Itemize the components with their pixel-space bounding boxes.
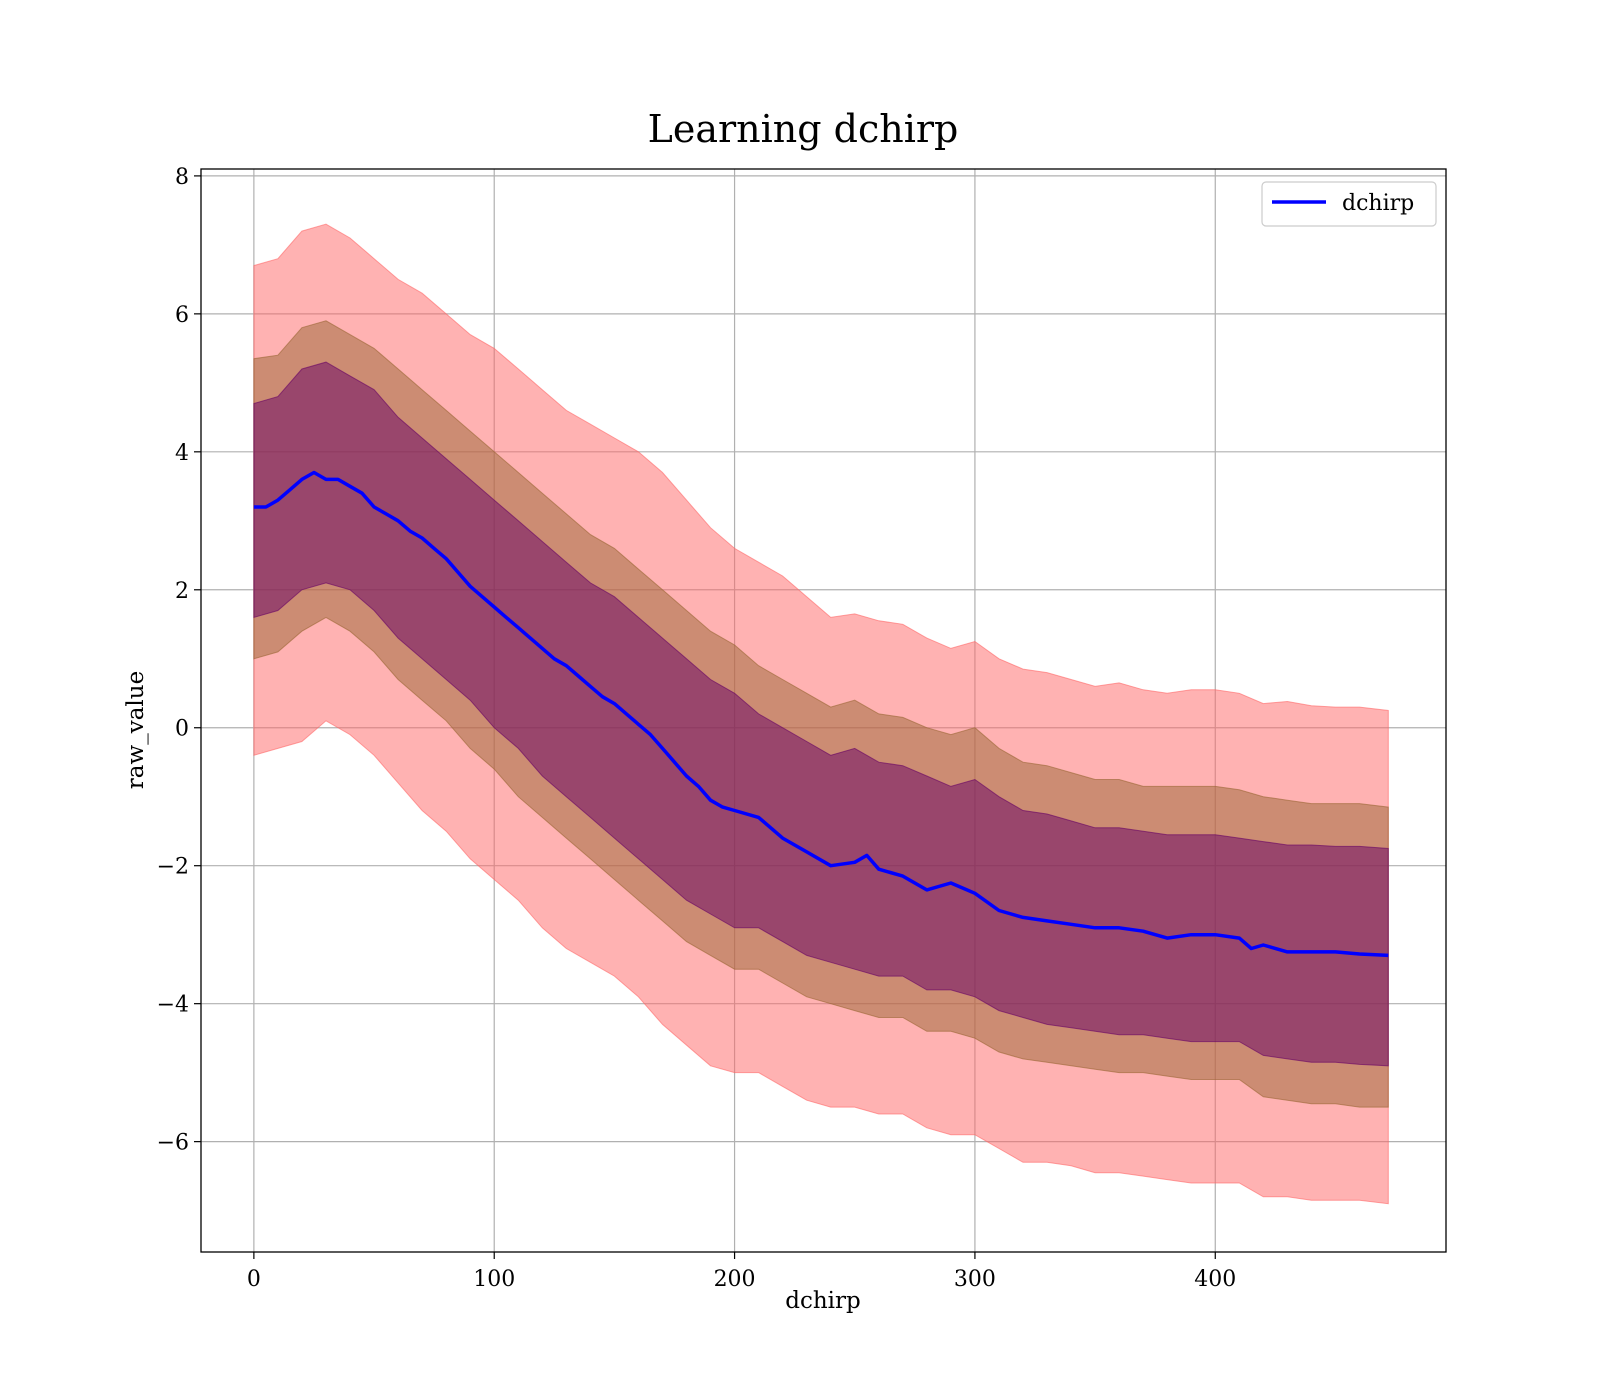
- y-tick-label: 6: [175, 303, 189, 328]
- y-tick-label: 2: [175, 579, 189, 604]
- series-lines: [253, 470, 1389, 958]
- y-tick-label: 8: [175, 165, 189, 190]
- legend: dchirp: [1261, 181, 1437, 227]
- x-tick-label: 300: [954, 1267, 996, 1292]
- band-inner: [253, 361, 1389, 1067]
- legend-label-dchirp: dchirp: [1342, 191, 1414, 216]
- x-tick-label: 0: [247, 1267, 261, 1292]
- chart-title: Learning dchirp: [648, 107, 959, 151]
- y-axis-label: raw_value: [123, 671, 149, 789]
- y-tick-label: −6: [157, 1131, 189, 1156]
- legend-box: [1261, 181, 1437, 227]
- x-tick-label: 200: [714, 1267, 756, 1292]
- ticks: 0 100 200 300 400 −6 −4 −2 0 2 4 6 8: [157, 165, 1237, 1292]
- y-tick-label: −4: [157, 993, 189, 1018]
- confidence-bands: [253, 223, 1389, 1205]
- x-tick-label: 400: [1194, 1267, 1236, 1292]
- x-axis-label: dchirp: [785, 1288, 861, 1314]
- series-line-dchirp: [253, 470, 1389, 958]
- x-tick-label: 100: [473, 1267, 515, 1292]
- y-tick-label: 4: [175, 441, 189, 466]
- y-tick-label: −2: [157, 855, 189, 880]
- y-tick-label: 0: [175, 717, 189, 742]
- plot-frame: [200, 168, 1447, 1253]
